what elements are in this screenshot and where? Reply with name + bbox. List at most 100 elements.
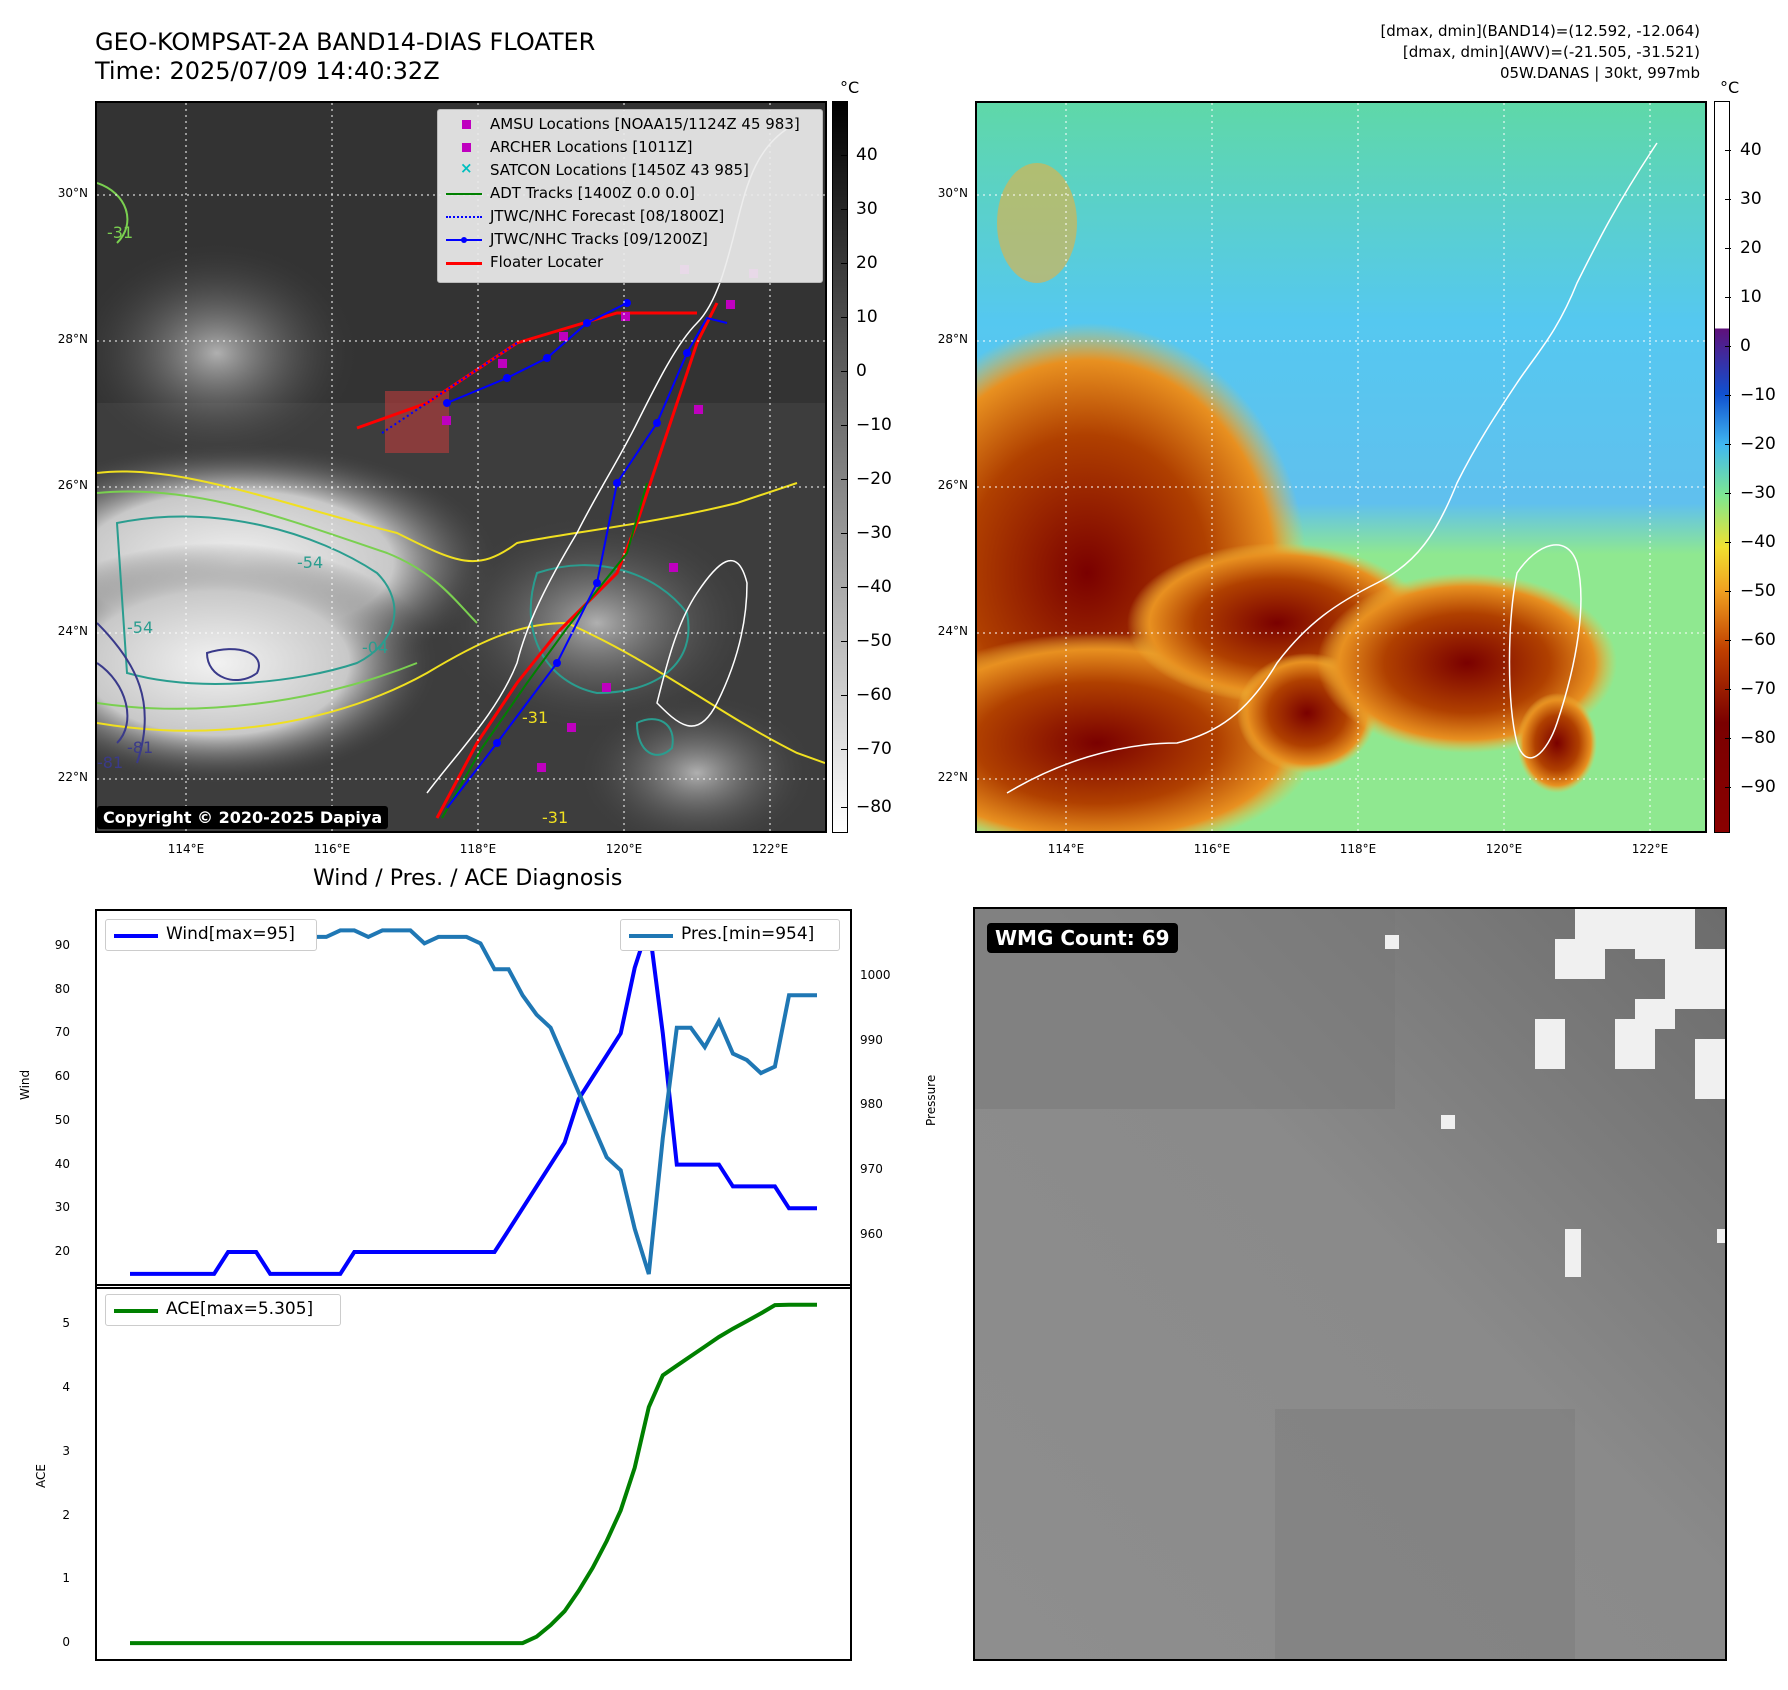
lat-label: 22°N xyxy=(937,770,968,784)
axis-tick-label: 40 xyxy=(54,1156,70,1171)
contour-label: -81 xyxy=(127,738,153,757)
contour-label: -31 xyxy=(522,708,548,727)
lon-label: 118°E xyxy=(459,842,497,856)
line-marker-icon xyxy=(446,262,482,265)
contour-label: -31 xyxy=(107,223,133,242)
colorbar-tick: −30 xyxy=(841,523,892,543)
square-marker-icon xyxy=(462,120,471,129)
color-colorbar xyxy=(1714,101,1730,833)
line-marker-icon xyxy=(446,193,482,195)
lon-label: 122°E xyxy=(751,842,789,856)
colorbar-tick: −10 xyxy=(841,415,892,435)
colorbar-tick: 0 xyxy=(841,361,867,381)
info-storm: 05W.DANAS | 30kt, 997mb xyxy=(1499,64,1700,82)
colorbar-tick: −60 xyxy=(1725,630,1776,650)
axis-tick-label: 30 xyxy=(54,1200,70,1215)
colorbar-unit: °C xyxy=(840,78,860,97)
axis-tick-label: 3 xyxy=(62,1443,70,1458)
lon-label: 114°E xyxy=(1047,842,1085,856)
contour-label: -54 xyxy=(127,618,153,637)
pressure-legend: Pres.[min=954] xyxy=(620,919,840,951)
axis-tick-label: 980 xyxy=(860,1097,883,1112)
lat-label: 24°N xyxy=(57,624,88,638)
lon-label: 122°E xyxy=(1631,842,1669,856)
wind-axis-label: Wind xyxy=(18,1069,32,1100)
lon-label: 118°E xyxy=(1339,842,1377,856)
colorbar-tick: 20 xyxy=(1725,238,1762,258)
colorbar-tick: 0 xyxy=(1725,336,1751,356)
figure-time: Time: 2025/07/09 14:40:32Z xyxy=(95,57,440,85)
colorbar-tick: −30 xyxy=(1725,483,1776,503)
wind-pressure-chart xyxy=(130,923,817,1276)
wind-legend: Wind[max=95] xyxy=(105,919,317,951)
ir-colorbar xyxy=(832,101,848,833)
x-marker-icon: × xyxy=(460,159,473,177)
colorbar-tick: 40 xyxy=(841,145,878,165)
wind-series-line xyxy=(130,923,817,1276)
colorbar-tick: 10 xyxy=(1725,287,1762,307)
wind-legend-swatch xyxy=(114,934,158,938)
colorbar-tick: −80 xyxy=(841,797,892,817)
colorbar-tick: −70 xyxy=(1725,679,1776,699)
lat-label: 30°N xyxy=(937,186,968,200)
colorbar-tick: 40 xyxy=(1725,140,1762,160)
axis-tick-label: 1 xyxy=(62,1571,70,1586)
colorbar-tick: −90 xyxy=(1725,777,1776,797)
ace-plot: ACE[max=5.305] xyxy=(95,1284,852,1661)
axis-tick-label: 50 xyxy=(54,1112,70,1127)
colorbar-tick: 30 xyxy=(841,199,878,219)
colorbar-tick: −50 xyxy=(1725,581,1776,601)
axis-tick-label: 970 xyxy=(860,1162,883,1177)
axis-tick-label: 20 xyxy=(54,1244,70,1259)
lat-label: 28°N xyxy=(937,332,968,346)
ace-series-line xyxy=(130,1302,817,1646)
ir-map-panel: -31 -54 -54 -81 -81 -04 -31 -31 AMSU Loc… xyxy=(95,101,827,833)
lat-label: 26°N xyxy=(937,478,968,492)
diagnosis-title: Wind / Pres. / ACE Diagnosis xyxy=(313,866,623,891)
axis-tick-label: 5 xyxy=(62,1316,70,1331)
dotted-line-icon xyxy=(446,216,482,218)
ace-axis-label: ACE xyxy=(34,1464,48,1488)
colorbar-tick: −10 xyxy=(1725,385,1776,405)
lon-label: 120°E xyxy=(1485,842,1523,856)
wmg-panel: WMG Count: 69 xyxy=(973,907,1727,1661)
colorbar-tick: −20 xyxy=(1725,434,1776,454)
colorbar-tick: 30 xyxy=(1725,189,1762,209)
pressure-legend-swatch xyxy=(629,934,673,938)
contour-label: -04 xyxy=(362,638,388,657)
copyright-badge: Copyright © 2020-2025 Dapiya xyxy=(97,806,389,829)
contour-label: -31 xyxy=(542,808,568,827)
info-awv: [dmax, dmin](AWV)=(-21.505, -31.521) xyxy=(1402,43,1700,61)
axis-tick-label: 960 xyxy=(860,1227,883,1242)
colorbar-tick: 10 xyxy=(841,307,878,327)
wmg-image xyxy=(975,909,1725,1659)
axis-tick-label: 60 xyxy=(54,1069,70,1084)
lat-label: 26°N xyxy=(57,478,88,492)
lon-label: 116°E xyxy=(1193,842,1231,856)
colorbar-tick: −70 xyxy=(841,739,892,759)
colorbar-tick: −20 xyxy=(841,469,892,489)
color-map-image xyxy=(977,103,1705,831)
ace-legend: ACE[max=5.305] xyxy=(105,1294,341,1326)
lat-label: 30°N xyxy=(57,186,88,200)
lon-label: 120°E xyxy=(605,842,643,856)
lat-label: 22°N xyxy=(57,770,88,784)
lat-label: 24°N xyxy=(937,624,968,638)
figure-title: GEO-KOMPSAT-2A BAND14-DIAS FLOATER xyxy=(95,28,596,56)
square-marker-icon xyxy=(462,143,471,152)
colorbar-tick: −80 xyxy=(1725,728,1776,748)
axis-tick-label: 4 xyxy=(62,1380,70,1395)
colorbar-tick: −40 xyxy=(1725,532,1776,552)
lon-label: 114°E xyxy=(167,842,205,856)
lon-label: 116°E xyxy=(313,842,351,856)
colorbar-unit: °C xyxy=(1720,78,1740,97)
pressure-series-line xyxy=(130,928,817,1275)
axis-tick-label: 70 xyxy=(54,1025,70,1040)
map-legend: AMSU Locations [NOAA15/1124Z 45 983] ARC… xyxy=(437,109,823,283)
contour-label: -54 xyxy=(297,553,323,572)
wmg-count-badge: WMG Count: 69 xyxy=(987,923,1178,953)
ace-chart xyxy=(130,1302,817,1646)
lat-label: 28°N xyxy=(57,332,88,346)
color-map-panel xyxy=(975,101,1707,833)
ace-legend-swatch xyxy=(114,1309,158,1313)
